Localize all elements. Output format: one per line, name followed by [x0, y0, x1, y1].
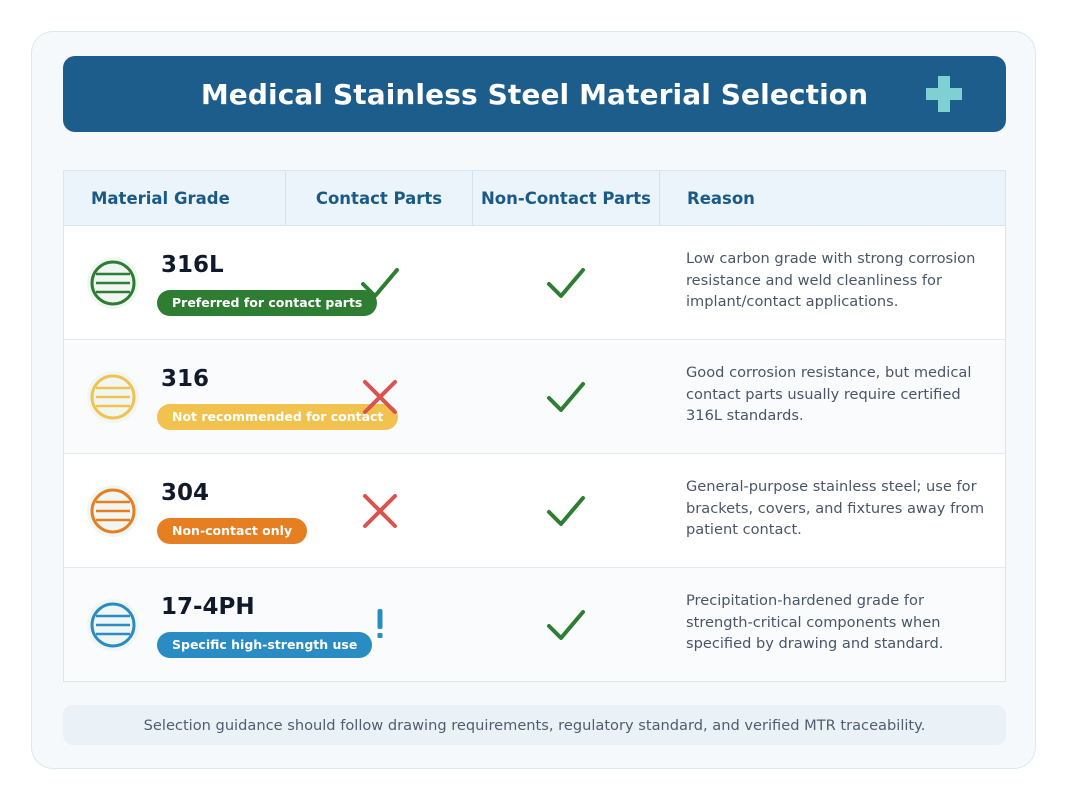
material-grade-name: 17-4PH — [161, 594, 255, 620]
material-table: Material Grade Contact Parts Non-Contact… — [63, 170, 1006, 682]
material-grade-icon — [87, 599, 139, 651]
contact-parts-cross-icon — [363, 380, 397, 414]
non-contact-parts-check-icon — [547, 496, 585, 526]
non-contact-parts-check-icon — [547, 268, 585, 298]
medical-cross-icon — [926, 76, 962, 112]
non-contact-parts-check-icon — [547, 610, 585, 640]
material-grade-icon — [87, 485, 139, 537]
contact-parts-caution-icon — [377, 609, 383, 638]
footer-note: Selection guidance should follow drawing… — [63, 705, 1006, 745]
table-header: Material Grade Contact Parts Non-Contact… — [64, 171, 1005, 226]
column-header-non-contact-parts: Non-Contact Parts — [473, 171, 660, 225]
material-grade-icon — [87, 371, 139, 423]
table-row: 316 Not recommended for contact Good corro… — [64, 340, 1005, 454]
column-header-reason: Reason — [687, 188, 755, 208]
column-header-contact-parts: Contact Parts — [286, 171, 473, 225]
contact-parts-cross-icon — [363, 494, 397, 528]
material-grade-name: 316L — [161, 252, 224, 278]
table-body: 316L Preferred for contact parts Low carbo… — [64, 226, 1005, 681]
table-row: 316L Preferred for contact parts Low carbo… — [64, 226, 1005, 340]
contact-parts-check-icon — [361, 268, 399, 298]
non-contact-parts-check-icon — [547, 382, 585, 412]
page-title: Medical Stainless Steel Material Selecti… — [200, 77, 869, 111]
reason-text: Precipitation-hardened grade for strengt… — [686, 592, 944, 652]
material-grade-name: 316 — [161, 366, 210, 392]
recommendation-badge: Specific high-strength use — [157, 632, 373, 658]
table-row: 17-4PH Specific high-strength use Precipit… — [64, 568, 1005, 681]
material-grade-name: 304 — [161, 480, 210, 506]
recommendation-badge: Preferred for contact parts — [157, 290, 378, 316]
title-banner: Medical Stainless Steel Material Selecti… — [63, 56, 1006, 132]
column-header-material-grade: Material Grade — [64, 171, 286, 225]
material-grade-icon — [87, 257, 139, 309]
selection-card: Medical Stainless Steel Material Selecti… — [31, 31, 1036, 769]
recommendation-badge: Non-contact only — [157, 518, 308, 544]
reason-text: Low carbon grade with strong corrosion r… — [686, 250, 976, 310]
recommendation-badge: Not recommended for contact — [157, 404, 399, 430]
reason-text: Good corrosion resistance, but medical c… — [686, 364, 972, 424]
reason-text: General-purpose stainless steel; use for… — [686, 478, 985, 538]
table-row: 304 Non-contact only General-purpose stain… — [64, 454, 1005, 568]
